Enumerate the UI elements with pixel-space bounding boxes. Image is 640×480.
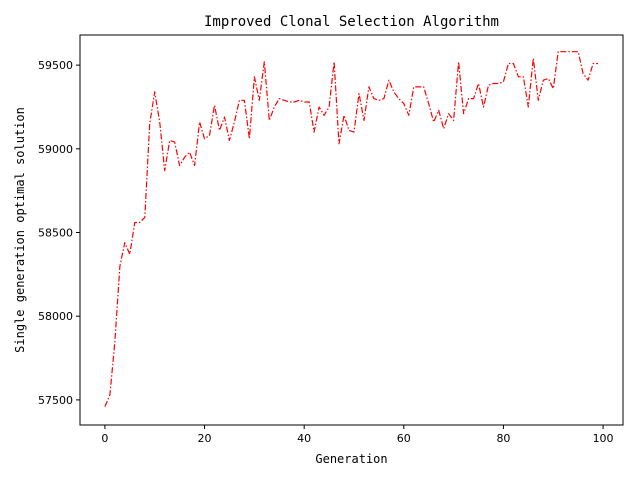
- x-tick-label: 80: [496, 432, 510, 445]
- plot-frame: [79, 34, 624, 426]
- x-axis: 0 20 40 60 80 100: [101, 425, 614, 445]
- x-tick-label: 40: [297, 432, 311, 445]
- x-tick-label: 60: [397, 432, 411, 445]
- y-tick-label: 59000: [38, 143, 73, 156]
- chart-title: Improved Clonal Selection Algorithm: [204, 14, 499, 30]
- y-tick-label: 58000: [38, 310, 73, 323]
- series-line: [104, 51, 599, 407]
- y-tick-label: 57500: [38, 394, 73, 407]
- y-tick-label: 58500: [38, 227, 73, 240]
- y-axis-label: Single generation optimal solution: [13, 107, 27, 353]
- y-tick-label: 59500: [38, 59, 73, 72]
- x-tick-label: 20: [198, 432, 212, 445]
- x-axis-label: Generation: [315, 452, 387, 466]
- x-tick-label: 100: [593, 432, 614, 445]
- plot-series: [104, 51, 599, 407]
- y-axis: 57500 58000 58500 59000 59500: [38, 59, 80, 407]
- x-tick-label: 0: [101, 432, 108, 445]
